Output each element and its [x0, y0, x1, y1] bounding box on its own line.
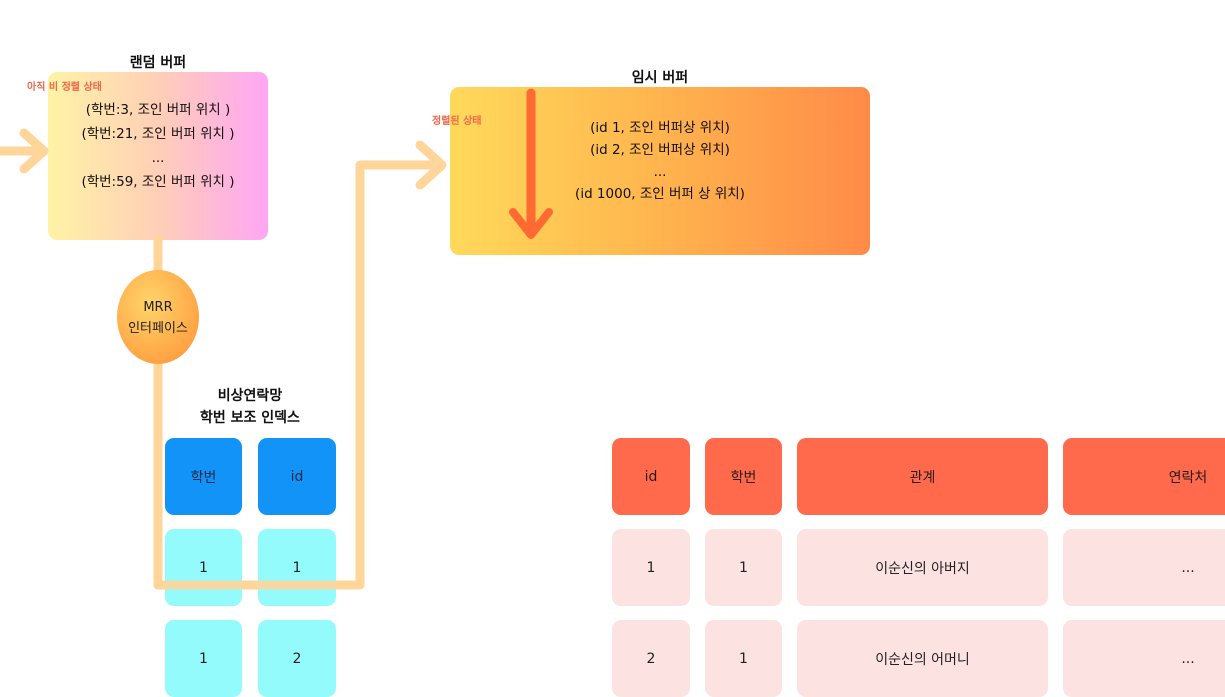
random-buffer-line: (학번:59, 조인 버퍼 위치 ) — [81, 174, 235, 190]
incoming-arrow — [0, 128, 49, 174]
table-header-contact: 연락처 — [1063, 438, 1225, 515]
table-cell: 2 — [612, 620, 690, 697]
index-cell: 2 — [258, 620, 336, 697]
random-buffer-note: 아직 비 정렬 상태 — [27, 82, 102, 93]
temp-buffer-line: (id 1000, 조인 버퍼 상 위치) — [575, 186, 745, 202]
random-buffer-box — [48, 72, 268, 240]
random-buffer-title: 랜덤 버퍼 — [129, 55, 187, 71]
random-buffer-line: (학번:21, 조인 버퍼 위치 ) — [81, 126, 235, 142]
random-buffer-contents: (학번:3, 조인 버퍼 위치 ) (학번:21, 조인 버퍼 위치 ) ...… — [48, 98, 268, 194]
table-cell: 1 — [705, 529, 782, 606]
temp-buffer-contents: (id 1, 조인 버퍼상 위치) (id 2, 조인 버퍼상 위치) ... … — [450, 117, 870, 205]
mrr-label-line: 인터페이스 — [128, 321, 188, 336]
random-buffer-line: (학번:3, 조인 버퍼 위치 ) — [85, 102, 231, 118]
table-cell: 1 — [705, 620, 782, 697]
random-buffer-line: ... — [151, 150, 165, 166]
index-cell: 1 — [165, 620, 242, 697]
table-header-student-no: 학번 — [705, 438, 782, 515]
table-header-id: id — [612, 438, 690, 515]
temp-buffer-line: ... — [653, 164, 667, 180]
index-header-id: id — [258, 438, 336, 515]
mrr-interface-label: MRR 인터페이스 — [117, 297, 199, 339]
temp-buffer-line: (id 2, 조인 버퍼상 위치) — [590, 142, 730, 158]
mrr-interface-circle — [117, 270, 199, 364]
table-cell: ... — [1063, 620, 1225, 697]
table-cell: 이순신의 어머니 — [797, 620, 1048, 697]
temp-buffer-note: 정렬된 상태 — [432, 116, 482, 127]
temp-buffer-title: 임시 버퍼 — [631, 70, 689, 86]
sort-direction-arrowhead — [509, 208, 553, 239]
index-title-line: 비상연락망 — [217, 388, 283, 404]
temp-buffer-line: (id 1, 조인 버퍼상 위치) — [590, 120, 730, 136]
mrr-label-line: MRR — [143, 300, 173, 315]
temp-buffer-box — [450, 87, 870, 255]
index-header-student-no: 학번 — [165, 438, 242, 515]
connector-arrowhead — [415, 140, 447, 190]
table-cell: ... — [1063, 529, 1225, 606]
index-cell: 1 — [165, 529, 242, 606]
index-title-line: 학번 보조 인덱스 — [200, 410, 300, 426]
table-cell: 1 — [612, 529, 690, 606]
index-title: 비상연락망 학번 보조 인덱스 — [150, 385, 350, 429]
table-header-relation: 관계 — [797, 438, 1048, 515]
index-cell: 1 — [258, 529, 336, 606]
table-cell: 이순신의 아버지 — [797, 529, 1048, 606]
